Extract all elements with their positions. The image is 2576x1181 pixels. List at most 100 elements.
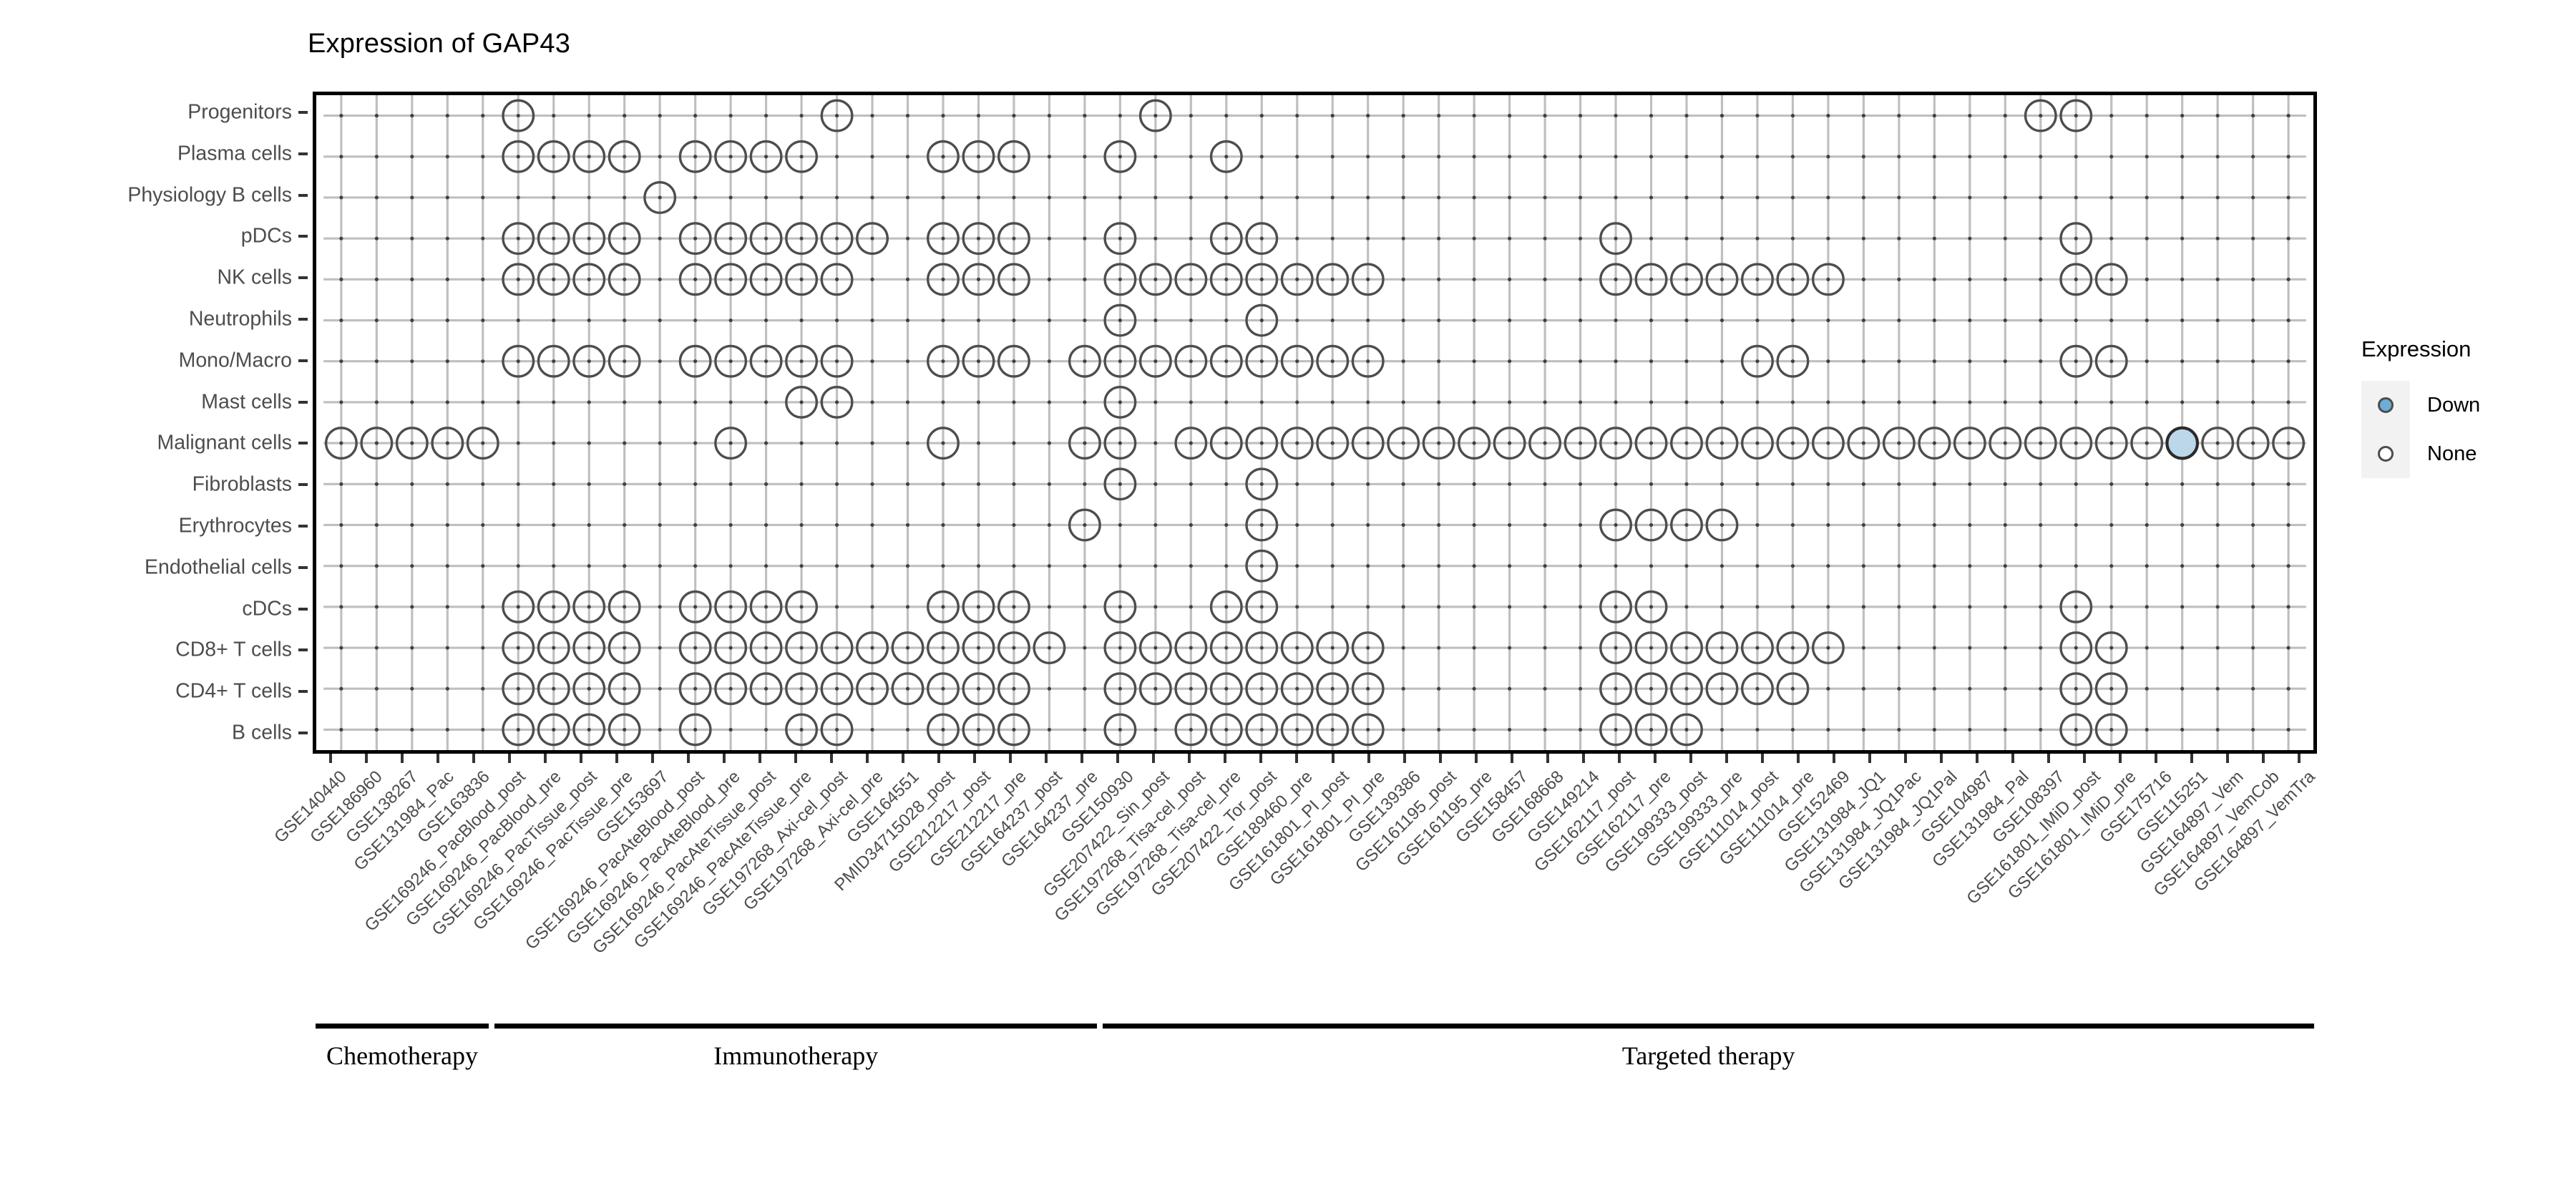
expression-dot-none[interactable] bbox=[502, 590, 535, 623]
expression-dot-none[interactable] bbox=[1209, 263, 1243, 296]
expression-dot-none[interactable] bbox=[962, 263, 995, 296]
expression-dot-none[interactable] bbox=[997, 672, 1030, 706]
expression-dot-none[interactable] bbox=[962, 590, 995, 623]
expression-dot-none[interactable] bbox=[927, 140, 960, 173]
expression-dot-none[interactable] bbox=[1068, 427, 1101, 460]
expression-dot-none[interactable] bbox=[1351, 713, 1385, 747]
expression-dot-none[interactable] bbox=[1245, 590, 1279, 623]
expression-dot-none[interactable] bbox=[1776, 672, 1810, 706]
expression-dot-none[interactable] bbox=[1351, 263, 1385, 296]
expression-dot-none[interactable] bbox=[2059, 590, 2093, 623]
expression-dot-none[interactable] bbox=[1599, 590, 1633, 623]
expression-dot-down[interactable] bbox=[2165, 426, 2200, 460]
expression-dot-none[interactable] bbox=[1351, 344, 1385, 378]
expression-dot-none[interactable] bbox=[1103, 631, 1137, 664]
expression-dot-none[interactable] bbox=[608, 263, 641, 296]
expression-dot-none[interactable] bbox=[2094, 672, 2128, 706]
expression-dot-none[interactable] bbox=[1280, 672, 1314, 706]
expression-dot-none[interactable] bbox=[1634, 263, 1668, 296]
expression-dot-none[interactable] bbox=[537, 631, 570, 664]
expression-dot-none[interactable] bbox=[1209, 344, 1243, 378]
expression-dot-none[interactable] bbox=[1174, 427, 1208, 460]
expression-dot-none[interactable] bbox=[1670, 631, 1703, 664]
expression-dot-none[interactable] bbox=[714, 263, 748, 296]
expression-dot-none[interactable] bbox=[1138, 344, 1172, 378]
expression-dot-none[interactable] bbox=[1528, 427, 1562, 460]
expression-dot-none[interactable] bbox=[1103, 385, 1137, 419]
expression-dot-none[interactable] bbox=[856, 672, 889, 706]
expression-dot-none[interactable] bbox=[997, 631, 1030, 664]
legend-item-none[interactable]: None bbox=[2361, 429, 2569, 478]
expression-dot-none[interactable] bbox=[1599, 263, 1633, 296]
expression-dot-none[interactable] bbox=[749, 590, 783, 623]
expression-dot-none[interactable] bbox=[572, 590, 606, 623]
expression-dot-none[interactable] bbox=[2201, 427, 2235, 460]
expression-dot-none[interactable] bbox=[1811, 263, 1845, 296]
expression-dot-none[interactable] bbox=[1599, 672, 1633, 706]
expression-dot-none[interactable] bbox=[927, 713, 960, 747]
expression-dot-none[interactable] bbox=[785, 344, 819, 378]
expression-dot-none[interactable] bbox=[820, 263, 854, 296]
expression-dot-none[interactable] bbox=[678, 263, 712, 296]
expression-dot-none[interactable] bbox=[1458, 427, 1491, 460]
expression-dot-none[interactable] bbox=[1634, 631, 1668, 664]
expression-dot-none[interactable] bbox=[962, 140, 995, 173]
expression-dot-none[interactable] bbox=[1705, 631, 1739, 664]
expression-dot-none[interactable] bbox=[1741, 263, 1774, 296]
expression-dot-none[interactable] bbox=[1316, 344, 1350, 378]
expression-dot-none[interactable] bbox=[572, 140, 606, 173]
expression-dot-none[interactable] bbox=[608, 631, 641, 664]
expression-dot-none[interactable] bbox=[714, 344, 748, 378]
expression-dot-none[interactable] bbox=[714, 140, 748, 173]
expression-dot-none[interactable] bbox=[502, 263, 535, 296]
expression-dot-none[interactable] bbox=[678, 344, 712, 378]
expression-dot-none[interactable] bbox=[502, 344, 535, 378]
expression-dot-none[interactable] bbox=[1316, 263, 1350, 296]
expression-dot-none[interactable] bbox=[537, 263, 570, 296]
expression-dot-none[interactable] bbox=[1953, 427, 1986, 460]
expression-dot-none[interactable] bbox=[2094, 427, 2128, 460]
expression-dot-none[interactable] bbox=[1103, 140, 1137, 173]
expression-dot-none[interactable] bbox=[1847, 427, 1880, 460]
expression-dot-none[interactable] bbox=[891, 672, 924, 706]
expression-dot-none[interactable] bbox=[1174, 672, 1208, 706]
expression-dot-none[interactable] bbox=[502, 631, 535, 664]
expression-dot-none[interactable] bbox=[714, 590, 748, 623]
expression-dot-none[interactable] bbox=[1209, 427, 1243, 460]
expression-dot-none[interactable] bbox=[1634, 590, 1668, 623]
expression-dot-none[interactable] bbox=[537, 344, 570, 378]
expression-dot-none[interactable] bbox=[714, 631, 748, 664]
legend-item-down[interactable]: Down bbox=[2361, 381, 2569, 429]
expression-dot-none[interactable] bbox=[1245, 508, 1279, 542]
expression-dot-none[interactable] bbox=[1705, 263, 1739, 296]
expression-dot-none[interactable] bbox=[1245, 713, 1279, 747]
expression-dot-none[interactable] bbox=[2059, 263, 2093, 296]
expression-dot-none[interactable] bbox=[537, 672, 570, 706]
expression-dot-none[interactable] bbox=[2094, 713, 2128, 747]
expression-dot-none[interactable] bbox=[820, 713, 854, 747]
expression-dot-none[interactable] bbox=[1068, 508, 1101, 542]
expression-dot-none[interactable] bbox=[1989, 427, 2022, 460]
expression-dot-none[interactable] bbox=[962, 344, 995, 378]
expression-dot-none[interactable] bbox=[1741, 672, 1774, 706]
expression-dot-none[interactable] bbox=[1103, 713, 1137, 747]
expression-dot-none[interactable] bbox=[608, 590, 641, 623]
expression-dot-none[interactable] bbox=[1209, 140, 1243, 173]
expression-dot-none[interactable] bbox=[2024, 427, 2057, 460]
expression-dot-none[interactable] bbox=[1245, 303, 1279, 337]
expression-dot-none[interactable] bbox=[1918, 427, 1951, 460]
expression-dot-none[interactable] bbox=[891, 631, 924, 664]
expression-dot-none[interactable] bbox=[608, 222, 641, 256]
expression-dot-none[interactable] bbox=[1776, 631, 1810, 664]
expression-dot-none[interactable] bbox=[360, 427, 394, 460]
expression-dot-none[interactable] bbox=[1599, 427, 1633, 460]
expression-dot-none[interactable] bbox=[1245, 344, 1279, 378]
expression-dot-none[interactable] bbox=[1103, 427, 1137, 460]
expression-dot-none[interactable] bbox=[537, 713, 570, 747]
expression-dot-none[interactable] bbox=[785, 222, 819, 256]
expression-dot-none[interactable] bbox=[1103, 467, 1137, 501]
expression-dot-none[interactable] bbox=[1103, 222, 1137, 256]
expression-dot-none[interactable] bbox=[1776, 344, 1810, 378]
expression-dot-none[interactable] bbox=[2094, 263, 2128, 296]
expression-dot-none[interactable] bbox=[714, 222, 748, 256]
